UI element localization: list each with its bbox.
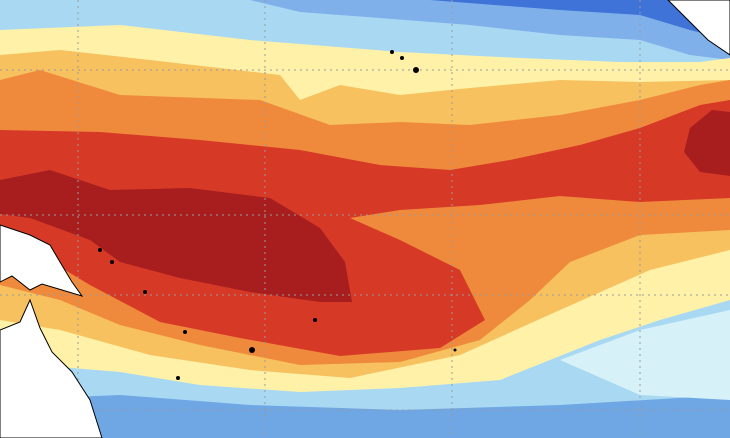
hotter-band xyxy=(0,100,730,356)
island xyxy=(176,376,180,380)
island xyxy=(453,348,457,352)
north-america xyxy=(667,0,730,56)
island xyxy=(390,50,394,54)
cool-region-south xyxy=(0,395,730,438)
island xyxy=(143,290,147,294)
island xyxy=(313,318,317,322)
island xyxy=(413,67,419,73)
island xyxy=(249,347,255,353)
pale-region xyxy=(560,310,730,400)
island xyxy=(98,248,102,252)
island xyxy=(183,330,187,334)
hottest-region xyxy=(0,170,352,302)
cool-region xyxy=(250,0,730,60)
new-guinea xyxy=(0,224,84,297)
hottest-region-east xyxy=(684,110,730,176)
island xyxy=(110,260,114,264)
islands xyxy=(98,50,457,380)
australia xyxy=(0,298,103,438)
island xyxy=(400,56,404,60)
cold-region xyxy=(430,0,730,40)
